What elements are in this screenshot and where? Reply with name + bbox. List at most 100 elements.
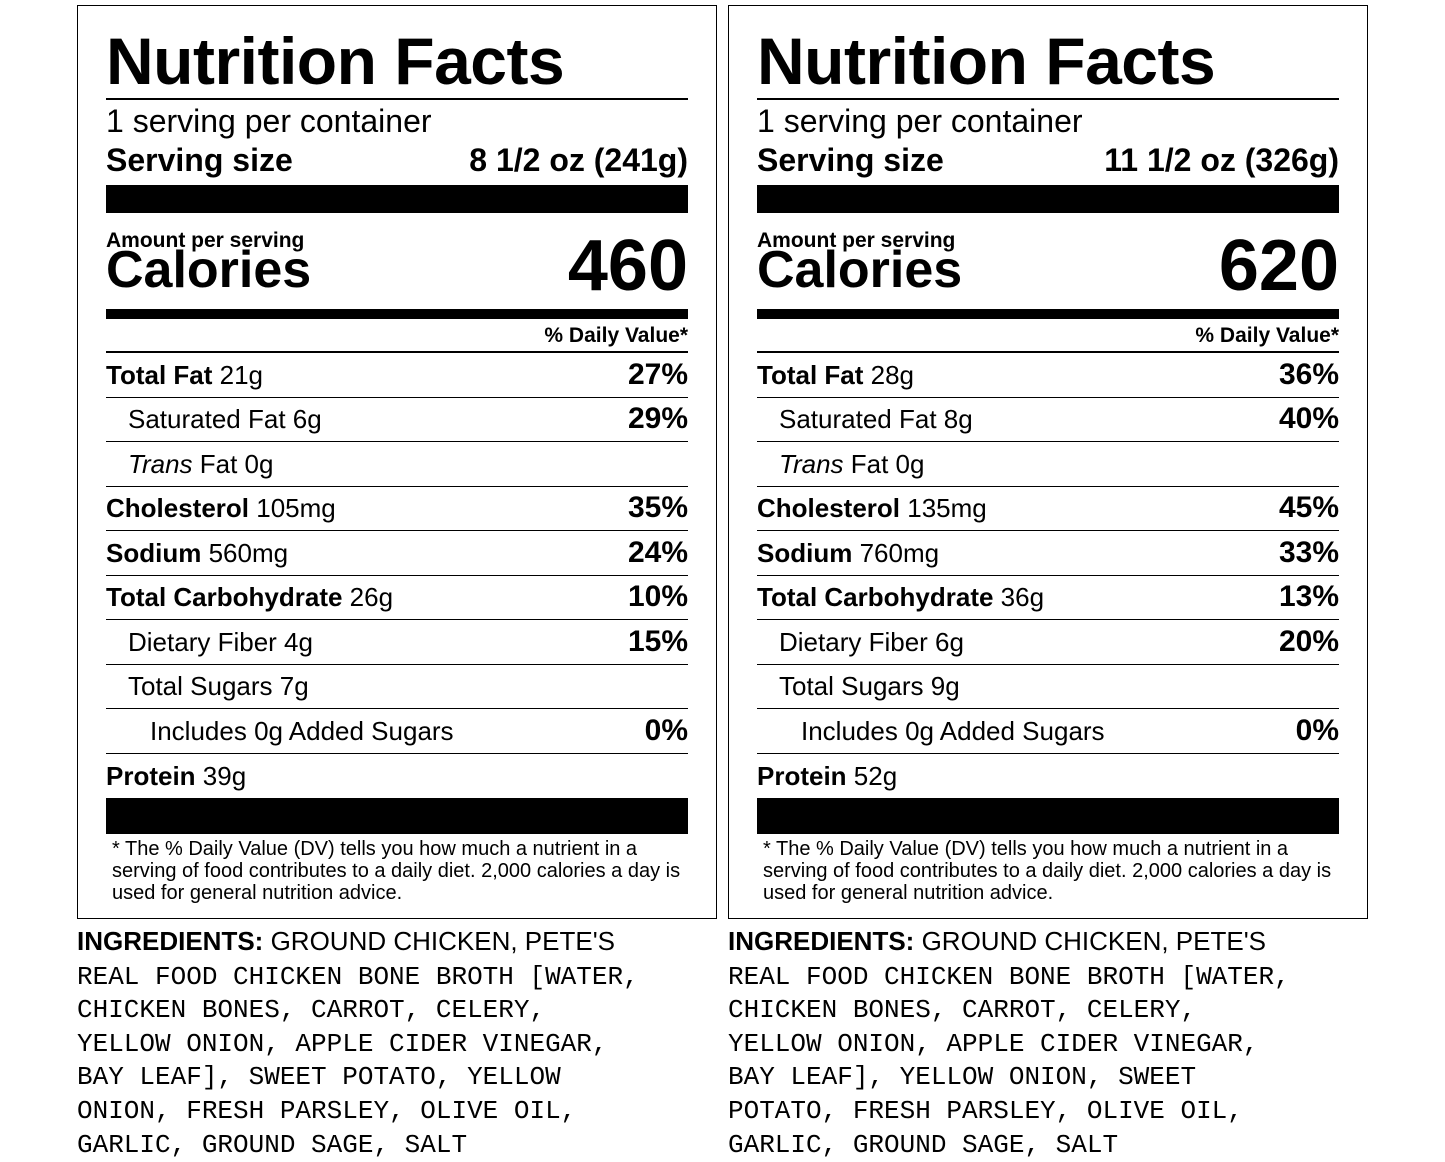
serving-size-row: Serving size 11 1/2 oz (326g) — [757, 144, 1339, 178]
nutrient-dv: 15% — [627, 624, 688, 658]
nutrient-row-total-fat: Total Fat 28g 36% — [757, 353, 1339, 398]
daily-value-header: % Daily Value* — [757, 319, 1339, 353]
nutrient-amount: 26g — [342, 582, 394, 613]
nutrient-dv: 36% — [1278, 357, 1339, 391]
label-title: Nutrition Facts — [106, 24, 565, 98]
nutrient-name: Sodium — [757, 537, 853, 568]
ingredients-list: INGREDIENTS: GROUND CHICKEN, PETE'S REAL… — [77, 925, 717, 1162]
amount-per-serving: Amount per serving — [757, 229, 956, 252]
label-title: Nutrition Facts — [757, 24, 1216, 98]
calories-value: 620 — [1218, 226, 1339, 306]
medium-divider — [106, 309, 688, 319]
nutrient-row-added-sugars: Includes 0g Added Sugars 0% — [757, 709, 1339, 754]
nutrition-panel-right: Nutrition Facts 1 serving per container … — [728, 5, 1368, 1162]
nutrient-name: Total Carbohydrate — [106, 582, 343, 613]
nutrient-row-cholesterol: Cholesterol 105mg 35% — [106, 487, 688, 531]
nutrient-row-sodium: Sodium 760mg 33% — [757, 531, 1339, 576]
ingredients-line: CHICKEN BONES, CARROT, CELERY, — [728, 995, 1197, 1026]
nutrient-name: Protein — [106, 760, 196, 791]
ingredients-line: ONION, FRESH PARSLEY, OLIVE OIL, — [77, 1095, 577, 1126]
nutrient-amount: 52g — [846, 760, 898, 791]
nutrient-row-total-carbohydrate: Total Carbohydrate 26g 10% — [106, 576, 688, 620]
daily-value-header: % Daily Value* — [106, 319, 688, 353]
nutrient-name: Saturated Fat 6g — [128, 404, 322, 435]
ingredients-line: GROUND CHICKEN, PETE'S — [263, 926, 616, 956]
nutrient-name: Dietary Fiber 4g — [128, 626, 313, 657]
nutrition-panel-left: Nutrition Facts 1 serving per container … — [77, 5, 717, 1162]
ingredients-line: YELLOW ONION, APPLE CIDER VINEGAR, — [77, 1028, 608, 1059]
nutrient-dv: 29% — [627, 402, 688, 436]
nutrient-amount: 36g — [993, 582, 1045, 613]
ingredients-line: BAY LEAF], YELLOW ONION, SWEET — [728, 1062, 1197, 1093]
ingredients-heading: INGREDIENTS: — [728, 926, 915, 956]
ingredients-line: POTATO, FRESH PARSLEY, OLIVE OIL, — [728, 1095, 1243, 1126]
nutrition-facts-label: Nutrition Facts 1 serving per container … — [728, 5, 1368, 919]
nutrient-row-dietary-fiber: Dietary Fiber 4g 15% — [106, 620, 688, 665]
thick-divider-bottom — [106, 798, 688, 834]
divider — [757, 98, 1339, 100]
calories-row: Calories 620 — [757, 230, 1339, 302]
ingredients-line: YELLOW ONION, APPLE CIDER VINEGAR, — [728, 1028, 1259, 1059]
nutrition-facts-label: Nutrition Facts 1 serving per container … — [77, 5, 717, 919]
nutrient-row-added-sugars: Includes 0g Added Sugars 0% — [106, 709, 688, 754]
nutrient-name: Includes 0g Added Sugars — [150, 715, 454, 746]
ingredients-line: REAL FOOD CHICKEN BONE BROTH [WATER, — [77, 961, 639, 992]
nutrient-name-italic: Trans — [779, 448, 844, 479]
amount-per-serving: Amount per serving — [106, 229, 305, 252]
nutrient-dv: 0% — [1295, 713, 1339, 747]
nutrient-row-saturated-fat: Saturated Fat 6g 29% — [106, 398, 688, 442]
nutrient-name-italic: Trans — [128, 448, 193, 479]
thick-divider-bottom — [757, 798, 1339, 834]
nutrient-name: Total Fat — [106, 359, 213, 390]
ingredients-line: GROUND CHICKEN, PETE'S — [914, 926, 1267, 956]
nutrient-row-trans-fat: Trans Fat 0g — [106, 442, 688, 487]
serving-size-label: Serving size — [106, 142, 293, 178]
nutrient-amount: 21g — [212, 359, 264, 390]
nutrient-row-total-fat: Total Fat 21g 27% — [106, 353, 688, 398]
nutrient-name: Saturated Fat 8g — [779, 404, 973, 435]
servings-per-container: 1 serving per container — [106, 103, 432, 139]
nutrient-amount: 39g — [195, 760, 247, 791]
ingredients-line: GARLIC, GROUND SAGE, SALT — [77, 1129, 468, 1160]
calories-label: Calories — [757, 241, 963, 299]
nutrient-dv: 27% — [627, 357, 688, 391]
daily-value-footnote: * The % Daily Value (DV) tells you how m… — [112, 838, 681, 904]
calories-value: 460 — [567, 226, 688, 306]
nutrient-dv: 24% — [627, 535, 688, 569]
nutrient-name: Total Carbohydrate — [757, 582, 994, 613]
nutrient-row-total-sugars: Total Sugars 9g — [757, 665, 1339, 709]
ingredients-line: REAL FOOD CHICKEN BONE BROTH [WATER, — [728, 961, 1290, 992]
ingredients-list: INGREDIENTS: GROUND CHICKEN, PETE'S REAL… — [728, 925, 1368, 1162]
nutrient-row-cholesterol: Cholesterol 135mg 45% — [757, 487, 1339, 531]
nutrient-dv: 33% — [1278, 535, 1339, 569]
nutrient-name: Total Fat — [757, 359, 864, 390]
nutrient-dv: 35% — [627, 491, 688, 525]
nutrient-amount: 105mg — [249, 493, 336, 524]
nutrient-name: Cholesterol — [106, 493, 250, 524]
nutrient-dv: 40% — [1278, 402, 1339, 436]
nutrient-name: Fat 0g — [192, 448, 274, 479]
nutrient-row-sodium: Sodium 560mg 24% — [106, 531, 688, 576]
calories-label: Calories — [106, 241, 312, 299]
thick-divider — [106, 185, 688, 213]
nutrient-name: Dietary Fiber 6g — [779, 626, 964, 657]
nutrient-row-protein: Protein 39g — [106, 754, 688, 799]
nutrient-row-total-carbohydrate: Total Carbohydrate 36g 13% — [757, 576, 1339, 620]
nutrient-amount: 28g — [863, 359, 915, 390]
nutrient-dv: 45% — [1278, 491, 1339, 525]
nutrient-name: Fat 0g — [843, 448, 925, 479]
serving-size-row: Serving size 8 1/2 oz (241g) — [106, 144, 688, 178]
nutrient-name: Includes 0g Added Sugars — [801, 715, 1105, 746]
thick-divider — [757, 185, 1339, 213]
nutrient-dv: 10% — [627, 580, 688, 614]
nutrient-name: Cholesterol — [757, 493, 901, 524]
nutrient-name: Total Sugars 9g — [779, 671, 960, 702]
nutrient-row-saturated-fat: Saturated Fat 8g 40% — [757, 398, 1339, 442]
daily-value-footnote: * The % Daily Value (DV) tells you how m… — [763, 838, 1332, 904]
calories-row: Calories 460 — [106, 230, 688, 302]
nutrient-dv: 0% — [644, 713, 688, 747]
nutrient-dv: 20% — [1278, 624, 1339, 658]
nutrient-row-total-sugars: Total Sugars 7g — [106, 665, 688, 709]
serving-size-label: Serving size — [757, 142, 944, 178]
serving-size-value: 8 1/2 oz (241g) — [469, 142, 688, 178]
